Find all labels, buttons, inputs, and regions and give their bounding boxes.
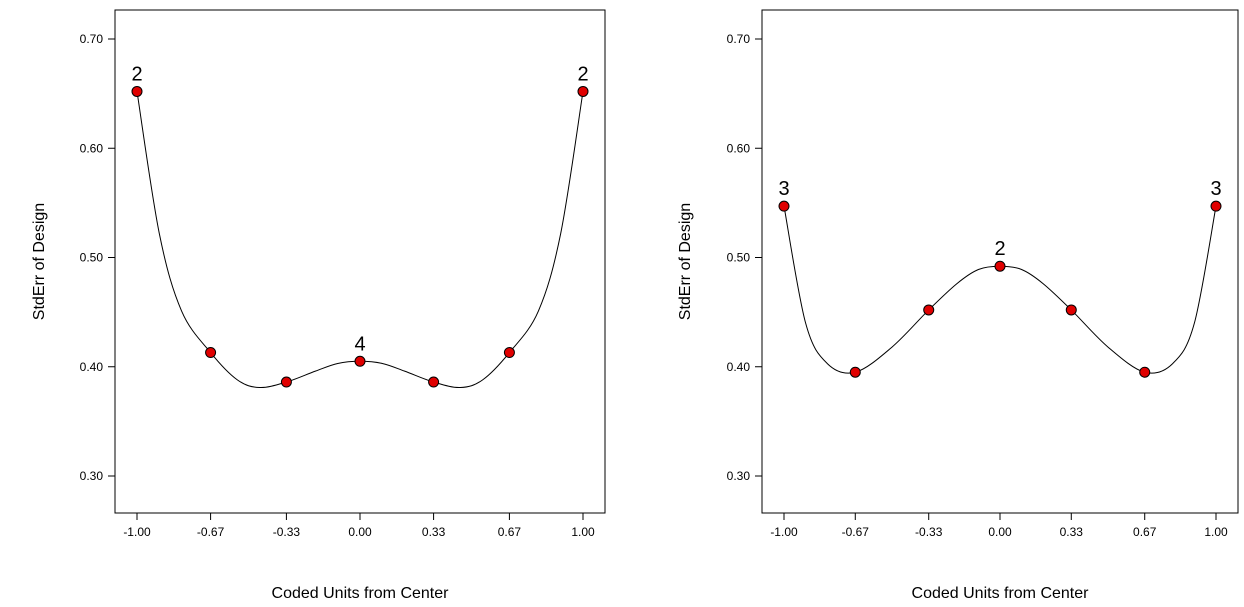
design-point [1065, 304, 1077, 316]
chart-left: 0.30 0.40 0.50 0.60 0.70 -1.00 -0.67 -0.33 0.00 0… [31, 9, 606, 602]
x-tick-label: 1.00 [571, 525, 595, 539]
design-point [1210, 200, 1222, 212]
x-tick-label: 0.00 [988, 525, 1012, 539]
x-tick-label: -0.67 [197, 525, 225, 539]
design-point [503, 347, 515, 359]
y-tick-label: 0.40 [80, 360, 104, 374]
design-point [131, 85, 143, 97]
x-tick-label: -0.33 [273, 525, 301, 539]
y-tick-label: 0.70 [727, 32, 751, 46]
point-count-label: 4 [354, 333, 365, 355]
design-point [778, 200, 790, 212]
point-count-label: 3 [778, 178, 789, 200]
design-point [849, 366, 861, 378]
design-point [1139, 366, 1151, 378]
design-point [428, 376, 440, 388]
x-axis-title: Coded Units from Center [912, 585, 1090, 602]
y-tick-label: 0.50 [727, 251, 751, 265]
x-tick-label: 1.00 [1204, 525, 1228, 539]
y-axis-title: StdErr of Design [31, 203, 48, 320]
x-tick-label: -0.67 [842, 525, 870, 539]
design-point [280, 376, 292, 388]
y-tick-label: 0.60 [727, 141, 751, 155]
point-count-label: 2 [577, 63, 588, 85]
x-axis-title: Coded Units from Center [272, 585, 450, 602]
x-tick-label: -0.33 [915, 525, 943, 539]
point-count-label: 3 [1210, 178, 1221, 200]
x-tick-label: -1.00 [770, 525, 798, 539]
plot-frame [114, 9, 606, 514]
stderr-curve [783, 206, 1217, 374]
x-tick-label: 0.67 [1133, 525, 1157, 539]
y-tick-label: 0.60 [80, 141, 104, 155]
y-tick-label: 0.70 [80, 32, 104, 46]
chart-right: 0.30 0.40 0.50 0.60 0.70 -1.00 -0.67 -0.33 0.00 0… [677, 9, 1239, 602]
x-tick-label: -1.00 [123, 525, 151, 539]
design-point [994, 260, 1006, 272]
design-point [354, 355, 366, 367]
y-tick-label: 0.30 [727, 469, 751, 483]
y-tick-label: 0.30 [80, 469, 104, 483]
point-count-label: 2 [994, 238, 1005, 260]
y-tick-label: 0.40 [727, 360, 751, 374]
x-tick-label: 0.33 [422, 525, 446, 539]
y-axis-title: StdErr of Design [677, 203, 694, 320]
x-tick-label: 0.33 [1060, 525, 1084, 539]
x-tick-label: 0.00 [348, 525, 372, 539]
design-point [205, 347, 217, 359]
x-tick-label: 0.67 [498, 525, 522, 539]
y-tick-label: 0.50 [80, 251, 104, 265]
design-point [923, 304, 935, 316]
point-count-label: 2 [131, 63, 142, 85]
design-point [577, 85, 589, 97]
